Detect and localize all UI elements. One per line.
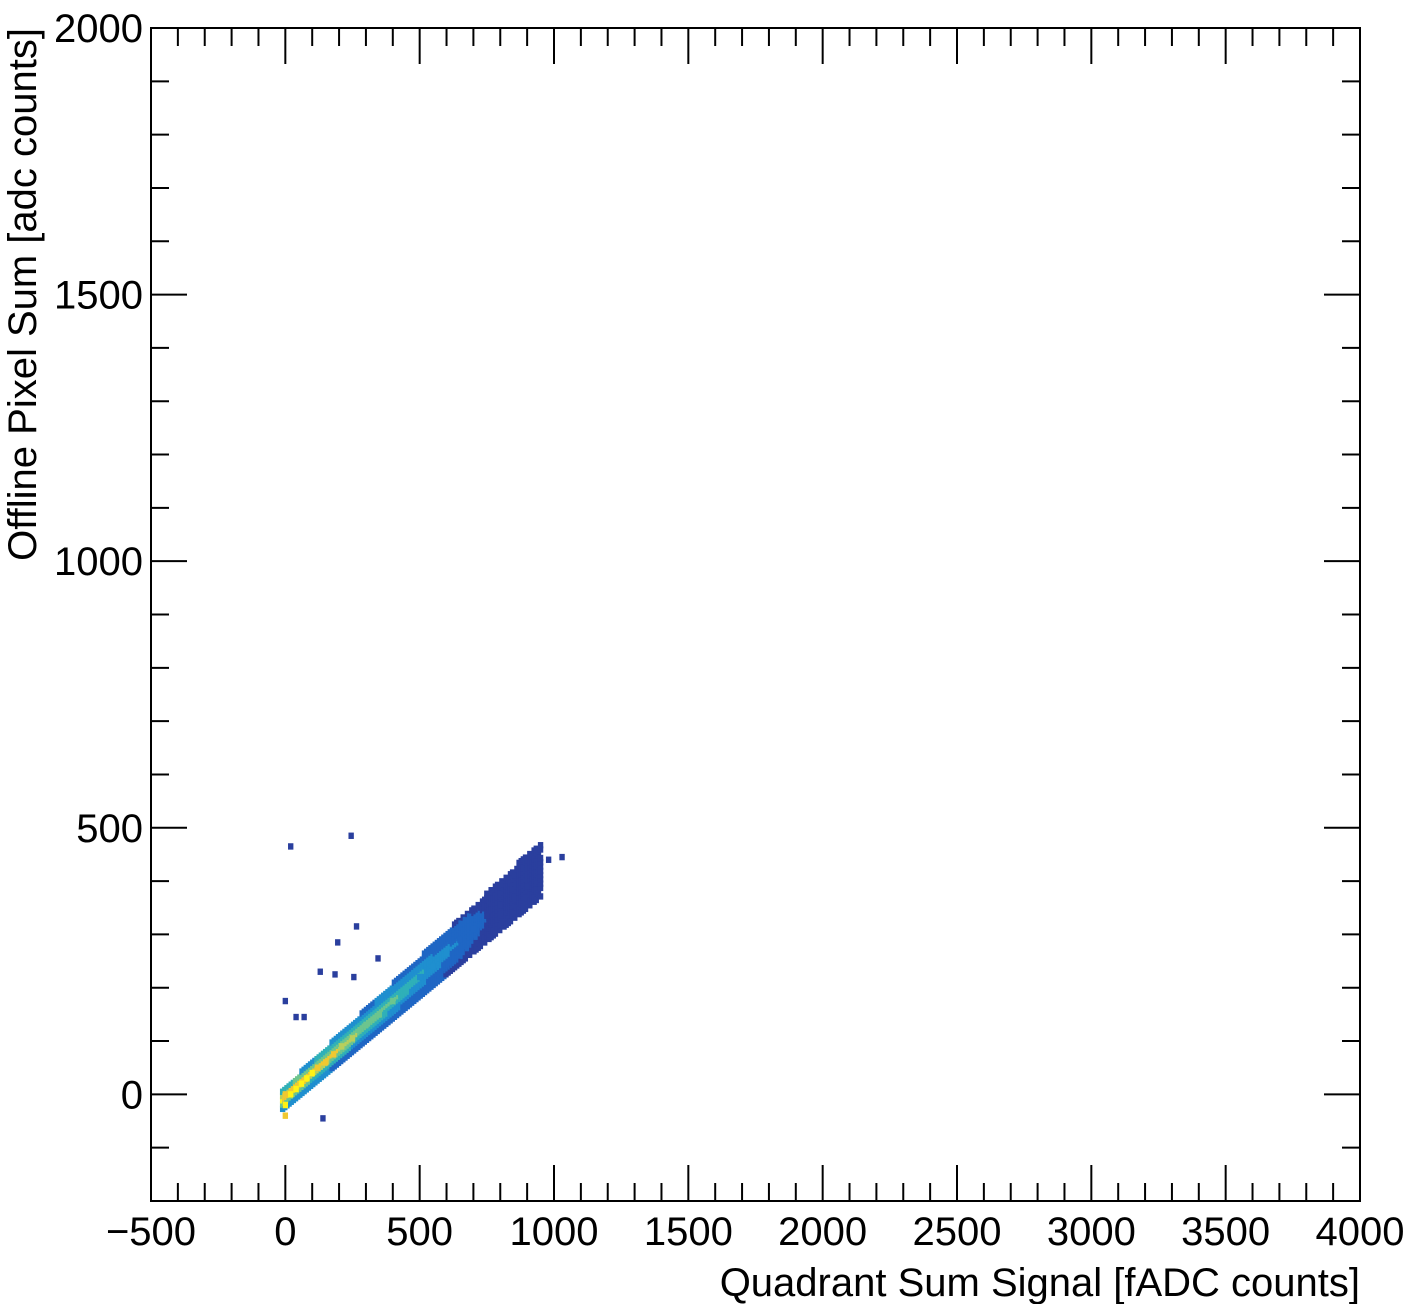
heatmap-cell	[537, 846, 544, 853]
x-tick-label: 1500	[644, 1210, 733, 1254]
heatmap-cell	[314, 1064, 321, 1071]
heatmap-cell	[545, 856, 552, 863]
heatmap-cell	[430, 963, 436, 970]
heatmap-cell	[537, 884, 544, 892]
tick-labels: −500 0 500 1000 1500 2000 2500 3000 3500 4000 0 500…	[54, 7, 1404, 1254]
heatmap-cell	[537, 867, 544, 875]
heatmap-cell	[339, 1043, 345, 1050]
heatmap-cell	[462, 955, 469, 962]
heatmap-cells	[279, 832, 565, 1122]
y-tick-label: 1500	[54, 274, 143, 318]
heatmap-cell	[288, 843, 294, 850]
heatmap-cell	[282, 1112, 289, 1119]
heatmap-cell	[511, 893, 517, 901]
heatmap-cell	[351, 973, 357, 981]
x-tick-label: 1000	[510, 1210, 599, 1254]
heatmap-cell	[335, 939, 341, 946]
axis-ticks	[150, 27, 1361, 1202]
heatmap-cell	[522, 905, 529, 913]
heatmap-cell	[537, 859, 544, 866]
heatmap-cell	[376, 1011, 383, 1018]
heatmap-cell	[375, 955, 381, 962]
heatmap-cell	[349, 1035, 356, 1042]
y-tick-label: 0	[121, 1073, 143, 1117]
heatmap-cell	[492, 930, 499, 937]
heatmap-cell	[512, 914, 518, 921]
x-tick-label: 2500	[913, 1210, 1002, 1254]
heatmap-cell	[477, 942, 484, 950]
x-tick-label: 3500	[1181, 1210, 1270, 1254]
heatmap-cell	[527, 902, 533, 909]
heatmap-cell	[322, 1059, 329, 1066]
heatmap-cell	[390, 997, 396, 1005]
heatmap-cell	[533, 896, 539, 904]
heatmap-cell	[470, 925, 477, 933]
heatmap-cell	[481, 939, 488, 946]
heatmap-cell	[497, 901, 503, 909]
x-tick-label: 4000	[1316, 1210, 1405, 1254]
y-tick-label: 500	[76, 807, 143, 851]
y-tick-label: 1000	[54, 540, 143, 584]
heatmap-cell	[309, 1069, 315, 1077]
y-tick-label: 2000	[54, 7, 143, 51]
x-tick-label: 0	[274, 1210, 296, 1254]
heatmap-cell	[301, 1013, 307, 1021]
plot-frame	[150, 27, 1361, 1202]
heatmap-cell	[537, 842, 544, 849]
heatmap-cell	[332, 971, 338, 978]
heatmap-cell	[288, 1091, 294, 1098]
heatmap-cell	[457, 936, 463, 943]
x-tick-label: 500	[386, 1210, 453, 1254]
heatmap-cell	[537, 854, 544, 862]
x-tick-label: 2000	[778, 1210, 867, 1254]
heatmap-cell	[497, 926, 503, 934]
heatmap-cell	[416, 973, 423, 981]
heatmap-cell	[282, 1101, 289, 1109]
heatmap-cell	[293, 1085, 299, 1093]
heatmap-cell	[304, 1075, 310, 1082]
heatmap-cell	[524, 883, 530, 890]
heatmap-cell	[443, 949, 450, 957]
heatmap-cell	[507, 918, 514, 925]
heatmap-cell	[537, 893, 544, 900]
x-tick-label: 3000	[1047, 1210, 1136, 1254]
heatmap-cell	[298, 1080, 305, 1087]
heatmap-cell	[403, 987, 409, 994]
heatmap-cell	[537, 876, 544, 883]
heatmap-cell	[293, 1013, 299, 1021]
heatmap-cell	[353, 923, 360, 930]
heatmap-cell	[484, 912, 490, 919]
heatmap-cell	[559, 853, 565, 861]
heatmap-cell	[537, 880, 544, 887]
heatmap-cell	[348, 832, 354, 839]
heatmap-cell	[317, 968, 323, 975]
y-axis-title: Offline Pixel Sum [adc counts]	[1, 28, 45, 561]
heatmap-cell	[282, 1091, 289, 1098]
heatmap-cell	[537, 871, 544, 879]
x-axis-title: Quadrant Sum Signal [fADC counts]	[720, 1261, 1360, 1304]
heatmap-cell	[320, 1115, 326, 1122]
x-tick-label: −500	[106, 1210, 196, 1254]
heatmap-cell	[363, 1021, 369, 1029]
heatmap-cell	[331, 1051, 337, 1058]
heatmap-cell	[282, 997, 289, 1005]
heatmap-cell	[537, 863, 544, 870]
heatmap-cell	[466, 951, 473, 959]
